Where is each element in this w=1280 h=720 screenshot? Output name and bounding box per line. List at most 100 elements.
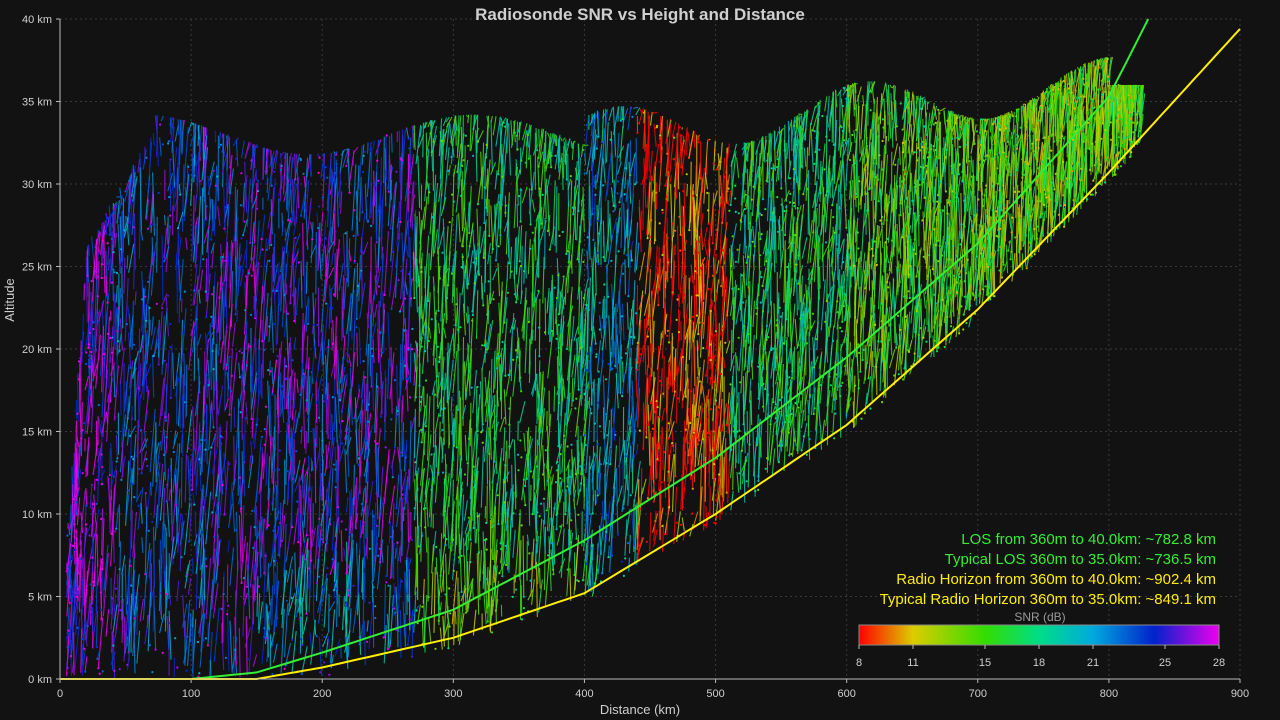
scatter-trace [1036,95,1039,98]
scatter-trace [506,508,509,571]
scatter-trace [893,344,900,386]
scatter-trace [608,315,612,371]
scatter-trace [819,424,822,450]
scatter-trace [948,144,954,207]
scatter-trace [1011,253,1016,282]
scatter-trace [721,403,728,431]
scatter-trace [859,305,862,372]
scatter-trace [252,245,256,272]
scatter-trace [109,448,111,476]
scatter-trace [937,208,940,241]
scatter-trace [455,115,457,146]
scatter-trace [895,333,898,346]
scatter-trace [340,191,343,214]
scatter-trace [185,564,189,578]
scatter-trace [195,460,197,496]
scatter-trace [706,389,710,408]
scatter-trace [137,486,144,530]
scatter-trace [934,202,940,215]
scatter-trace [370,294,375,318]
scatter-trace [798,280,801,311]
scatter-trace [877,225,880,249]
scatter-trace [547,290,552,335]
scatter-trace [832,412,835,436]
scatter-trace [718,161,721,208]
scatter-trace [452,328,455,359]
scatter-trace [426,181,430,193]
scatter-trace [372,186,375,225]
scatter-trace [180,456,183,509]
scatter-trace [702,395,708,444]
scatter-trace [1015,139,1022,188]
scatter-trace [676,349,683,376]
scatter-trace [329,467,334,525]
scatter-trace [253,295,256,316]
scatter-trace [647,404,651,466]
scatter-trace [401,422,405,457]
scatter-trace [693,133,696,148]
scatter-trace [91,236,95,265]
scatter-trace [199,269,204,291]
scatter-trace [856,159,859,198]
scatter-trace [244,141,250,159]
scatter-trace [408,154,415,189]
scatter-trace [528,125,532,159]
scatter-trace [800,409,805,429]
scatter-trace [380,544,384,563]
scatter-trace [77,469,82,496]
scatter-trace [430,471,434,528]
scatter-trace [788,190,795,244]
scatter-trace [173,430,177,444]
scatter-trace [105,276,108,297]
scatter-trace [280,254,285,312]
scatter-trace [374,243,378,284]
scatter-trace [399,610,402,658]
scatter-trace [881,82,887,101]
scatter-trace [283,603,289,658]
scatter-trace [546,411,548,431]
scatter-trace [125,460,130,526]
scatter-trace [112,604,118,634]
scatter-trace [828,249,832,314]
scatter-trace [767,397,773,461]
scatter-trace [871,81,875,104]
scatter-trace [289,337,293,401]
scatter-trace [195,155,198,188]
scatter-trace [212,583,219,619]
scatter-trace [230,270,234,327]
scatter-trace [1029,217,1032,259]
scatter-trace [909,184,911,215]
scatter-trace [451,570,458,625]
scatter-trace [449,123,453,146]
scatter-trace [837,89,842,97]
scatter-trace [380,319,385,335]
scatter-trace [417,155,421,208]
scatter-trace [196,124,199,132]
scatter-trace [389,164,392,208]
scatter-trace [464,518,471,534]
scatter-trace [708,430,712,487]
scatter-trace [1009,159,1013,205]
scatter-trace [435,557,438,575]
scatter-trace [819,143,826,194]
scatter-trace [866,376,872,405]
scatter-trace [690,189,693,217]
scatter-trace [634,242,640,274]
scatter-trace [813,226,819,283]
scatter-trace [778,421,784,463]
scatter-trace [752,254,755,271]
scatter-trace [925,213,928,264]
scatter-trace [633,106,639,109]
scatter-trace [325,638,329,658]
scatter-trace [317,211,324,272]
scatter-trace [434,358,438,397]
scatter-trace [98,299,105,323]
scatter-trace [396,541,399,599]
scatter-trace [467,306,469,323]
scatter-trace [822,326,830,379]
scatter-trace [187,121,193,134]
scatter-trace [427,183,430,205]
scatter-trace [794,270,797,282]
scatter-trace [118,541,122,601]
scatter-trace [739,450,742,490]
